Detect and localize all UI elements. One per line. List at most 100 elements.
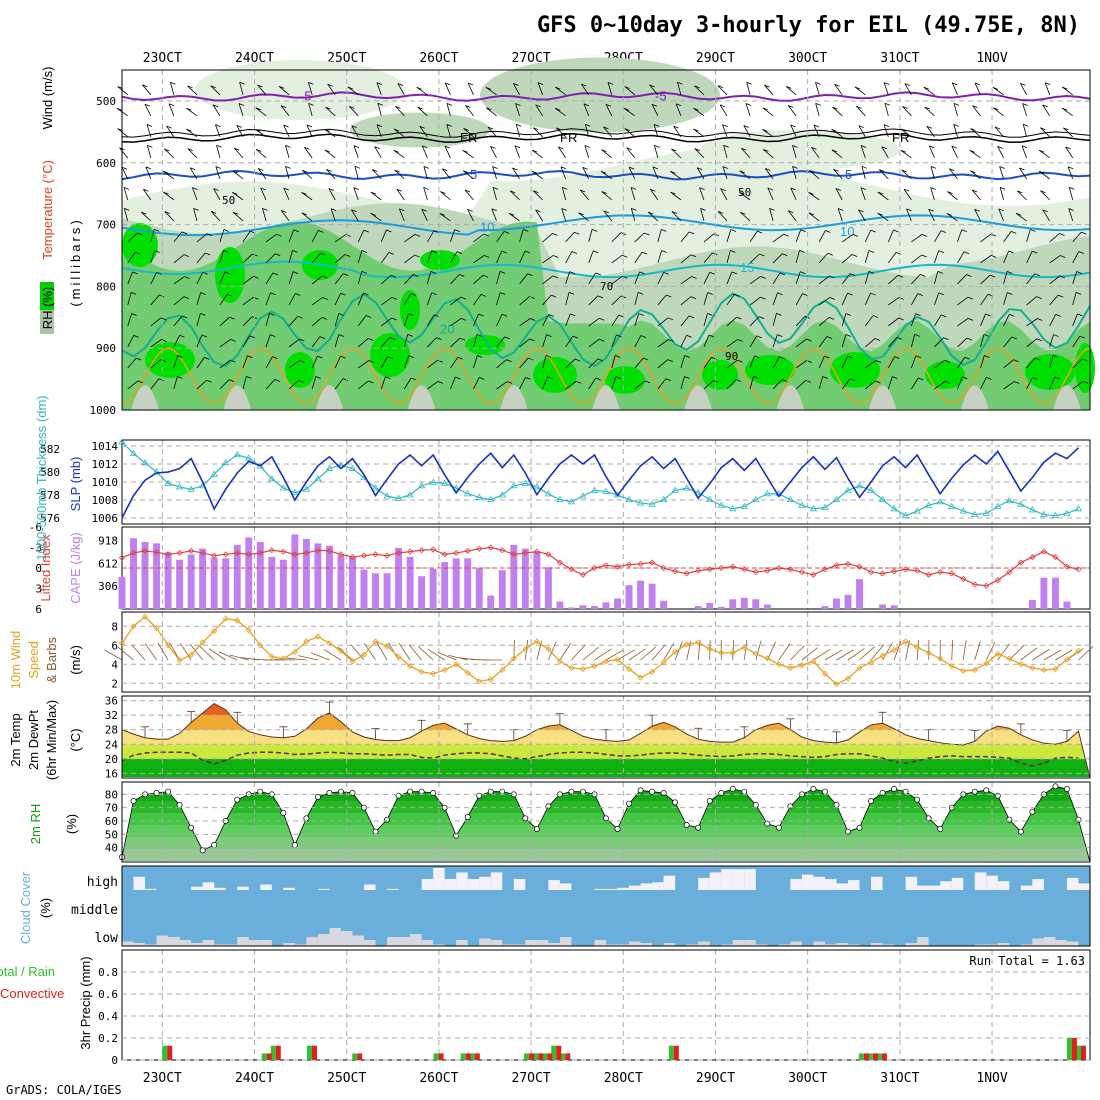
wind-barb [535,104,543,117]
thickness-marker [141,459,149,466]
wind-barb-flag [510,190,516,194]
wind-barb [601,149,613,159]
wind-barb-flag [686,334,692,338]
wind-barb-flag [124,207,130,211]
precip-total-bar [162,1045,168,1060]
cloud-low-bar [974,944,987,946]
cloud-high-bar [387,888,399,890]
lifted-index-marker [360,552,368,559]
wind-barb-flag [515,103,521,106]
cape-tick-left: 3 [35,583,42,596]
temp-contour-line [121,260,1091,279]
cape-bar [383,573,391,609]
wind-barb-flag [555,86,561,90]
wind-barb-flag [297,315,303,319]
wind-barb [861,166,866,179]
cloud-high-bar [824,879,837,890]
wind-barb [311,317,323,327]
wind-barb-flag [901,169,907,173]
thickness-marker [475,493,483,500]
wind-speed-marker [222,615,229,622]
wind-barb-flag [206,233,213,237]
rh2m-marker [833,802,840,808]
upper-legend-wind: Wind (m/s) [40,67,55,130]
wind-barb-flag [967,318,974,321]
wind-barb-flag [322,297,328,300]
wind-barb [349,106,359,117]
wind-barb [1072,292,1077,306]
wind-barb [611,295,622,306]
thickness-marker [129,449,138,456]
wind-barb-flag [717,85,723,89]
wind-barb-flag [1037,318,1043,321]
wind-barb [302,169,313,180]
wind-barb-flag [168,103,175,107]
cloud-low-bar [260,940,272,946]
wind-barb [311,336,321,348]
wind-barb-flag [492,186,499,190]
wind-barb-flag [638,313,644,316]
wind-barb [923,86,935,96]
lifted-index-marker [211,552,218,559]
rh2m-marker [614,826,621,832]
wind-barb-flag [1062,86,1068,90]
cape-bar [130,538,137,609]
thickness-marker [994,502,1002,509]
wind-barb [581,83,590,96]
wind-barb-flag [525,377,531,380]
cape-bar [706,603,714,609]
wind-barb [561,187,567,200]
cloud-low-bar [986,944,998,946]
cloud-low-bar [1032,938,1044,946]
cloud-high-bar [202,882,215,890]
upper-tick-label: 600 [96,157,116,170]
cloud-high-bar [145,888,157,890]
wind-barb-flag [233,211,239,215]
wind-barb [1049,294,1059,306]
wind-barb [1021,145,1027,159]
wind-speed-marker [464,669,471,676]
wind-barb [519,357,529,369]
wind-barb-flag [799,249,805,253]
wind-barb [357,271,363,285]
wind-barb [1026,229,1031,243]
wind-barb [301,212,313,222]
wind-barb [719,104,728,117]
wind-barb [423,166,428,179]
wind-barb-flag [735,379,742,382]
wind-barb-flag [648,211,654,215]
lifted-index-marker [867,569,875,576]
wind-barb [811,147,820,159]
wind-barb-flag [485,86,492,90]
cloud-low-bar [848,944,860,946]
rh-surface-bump [1052,385,1081,410]
rh2m-marker [637,787,644,794]
cloud-low-bar [364,940,376,946]
wind-barb [630,187,636,200]
wind-speed-marker [441,666,448,674]
wind-barb [416,86,428,96]
wind-barb-flag [556,127,562,131]
wind-barb [519,229,524,243]
cloud-high-bar [744,869,756,890]
wind-barb [970,128,981,138]
wind-barb [808,212,820,222]
wind-barb [929,145,935,159]
cloud-high-bar [974,872,987,890]
upper-legend-rh: RH (%) [40,287,55,330]
wind-barb [772,334,778,348]
cloud-high-bar [732,869,745,890]
surface-wind-barb [962,640,967,661]
wind-speed-marker [787,664,794,672]
surface-wind-barb [310,652,330,661]
wind-barb-flag [822,376,828,379]
wind-barb [841,292,848,306]
wind-barb-flag [177,355,183,358]
wind-barb-flag [351,125,357,128]
lifted-index-marker [268,547,275,554]
wind-barb-flag [1076,271,1082,274]
wind-barb-flag [849,273,856,276]
wind-barb-flag [684,355,690,358]
wind-barb-flag [962,376,968,380]
wind-speed-marker [741,644,748,651]
